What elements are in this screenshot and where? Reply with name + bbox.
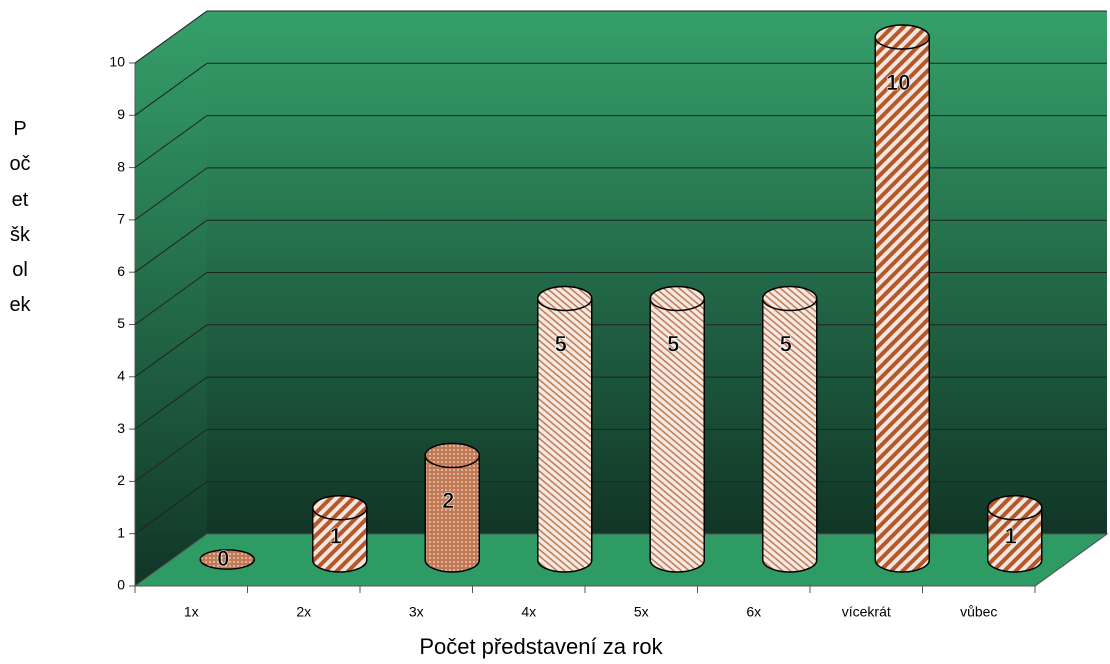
bar-top [762, 285, 818, 312]
x-tick-label: vícekrát [842, 604, 891, 620]
bar [537, 297, 593, 573]
grid-line [134, 272, 208, 325]
data-label: 5 [555, 331, 567, 356]
floor [133, 533, 1109, 587]
y-tick-label: 0 [117, 577, 125, 593]
x-tick-label: 5x [634, 604, 649, 620]
y-tick-label: 5 [117, 315, 125, 331]
bar [987, 506, 1043, 573]
bar [762, 297, 818, 573]
data-label: 1 [330, 524, 342, 549]
bar [649, 297, 705, 573]
data-label: 2 [442, 488, 454, 513]
grid-line [134, 481, 208, 535]
bar [424, 454, 480, 573]
y-tick-label: 8 [117, 158, 125, 174]
grid-line [134, 10, 208, 64]
grid-line [134, 167, 208, 221]
x-tick-label: 2x [296, 604, 311, 620]
x-tick-label: vůbec [960, 604, 997, 620]
y-tick-label: 2 [117, 472, 125, 488]
y-tick-label: 7 [117, 211, 125, 227]
x-tick-label: 1x [184, 604, 199, 620]
y-tick-label: 6 [117, 263, 125, 279]
x-tick-label: 4x [521, 604, 536, 620]
bar [312, 506, 368, 573]
y-tick-label: 1 [117, 524, 125, 540]
y-tick-label: 10 [109, 54, 125, 70]
axis-edge [1034, 533, 1108, 587]
grid-line [134, 115, 208, 169]
x-axis-title: Počet představení za rok [419, 634, 663, 659]
bar [874, 36, 930, 573]
data-label: 10 [886, 70, 910, 95]
bar-top [537, 285, 593, 312]
data-label: 5 [780, 331, 792, 356]
grid-line [134, 62, 208, 116]
data-label: 1 [1005, 524, 1017, 549]
grid-line [134, 219, 208, 273]
bar-top [649, 285, 705, 312]
grid-line [134, 376, 208, 430]
x-tick-label: 6x [746, 604, 761, 620]
grid-line [134, 428, 208, 482]
data-label: 0 [217, 546, 229, 571]
bar-top [874, 24, 930, 50]
bar-top [312, 494, 368, 521]
y-tick-label: 9 [117, 106, 125, 122]
grid-line [134, 324, 208, 378]
bar [199, 549, 255, 570]
y-tick-label: 3 [117, 420, 125, 436]
y-tick-label: 4 [117, 368, 125, 384]
bar-top [987, 494, 1043, 521]
y-axis-title: Počet školek [9, 118, 34, 317]
x-tick-label: 3x [409, 604, 424, 620]
bar-top [424, 442, 480, 469]
data-label: 5 [667, 331, 679, 356]
